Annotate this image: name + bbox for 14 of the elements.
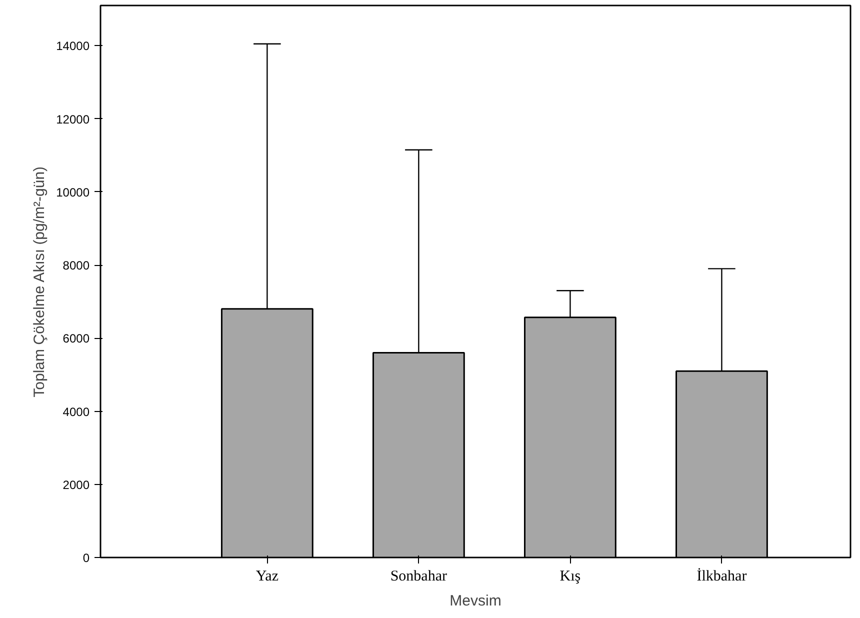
y-axis-title: Toplam Çökelme Akısı (pg/m²-gün) xyxy=(31,166,48,398)
x-tick-label: İlkbahar xyxy=(696,568,747,584)
y-tick-label: 14000 xyxy=(56,39,90,54)
x-tick-label: Sonbahar xyxy=(390,568,448,584)
y-tick-label: 6000 xyxy=(62,332,90,346)
y-tick-label: 0 xyxy=(82,551,90,565)
y-tick-label: 8000 xyxy=(62,258,90,273)
y-tick-label: 4000 xyxy=(62,404,90,419)
x-tick-label: Yaz xyxy=(256,568,279,584)
y-tick-label: 12000 xyxy=(56,112,90,126)
y-tick-label: 2000 xyxy=(62,478,90,492)
x-axis-title: Mevsim xyxy=(450,592,502,610)
x-tick-label: Kış xyxy=(560,568,581,584)
y-tick-label: 10000 xyxy=(56,185,90,200)
